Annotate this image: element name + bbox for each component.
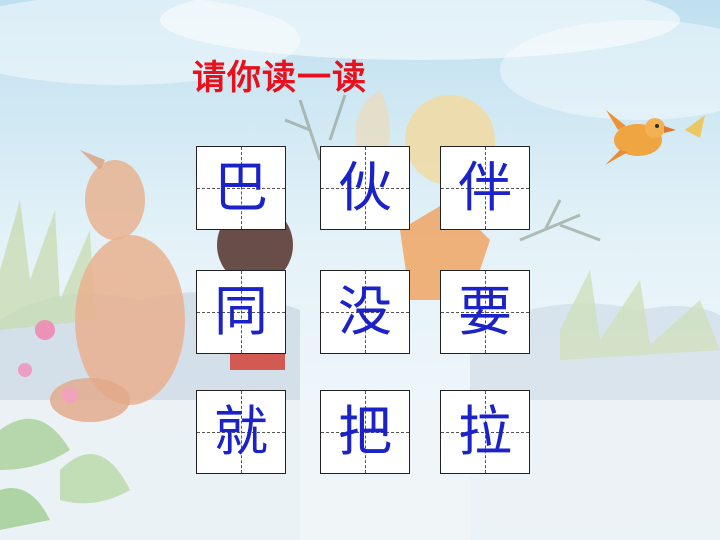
grid-guide-vertical <box>365 271 366 353</box>
character: 拉 <box>458 400 512 463</box>
character: 把 <box>338 400 392 463</box>
grid-guide-vertical <box>365 147 366 229</box>
grid-guide-vertical <box>485 147 486 229</box>
character-card: 伙 <box>320 146 410 230</box>
grid-guide-vertical <box>241 391 242 473</box>
page-title: 请你读一读 <box>192 58 367 98</box>
grid-guide-vertical <box>241 271 242 353</box>
character: 就 <box>214 400 268 463</box>
character-card: 巴 <box>196 146 286 230</box>
character-card: 把 <box>320 390 410 474</box>
character: 没 <box>338 280 392 343</box>
character: 同 <box>214 280 268 343</box>
grid-guide-vertical <box>485 391 486 473</box>
grid-guide-vertical <box>485 271 486 353</box>
character: 伙 <box>338 156 392 219</box>
character-card: 同 <box>196 270 286 354</box>
character-card: 要 <box>440 270 530 354</box>
grid-guide-vertical <box>241 147 242 229</box>
bird <box>605 110 676 165</box>
grid-guide-vertical <box>365 391 366 473</box>
character: 伴 <box>458 156 512 219</box>
character: 要 <box>458 280 512 343</box>
character-card: 拉 <box>440 390 530 474</box>
character-card: 就 <box>196 390 286 474</box>
character: 巴 <box>214 156 268 219</box>
character-card: 伴 <box>440 146 530 230</box>
character-card: 没 <box>320 270 410 354</box>
